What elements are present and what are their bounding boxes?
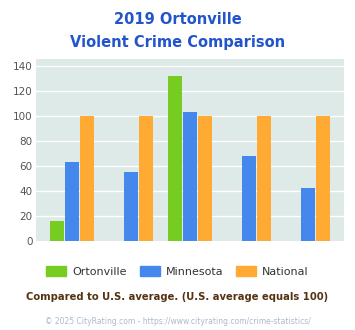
Bar [124,172,138,241]
Bar [257,116,271,241]
Bar [168,76,182,241]
Bar [316,116,330,241]
Bar [50,221,64,241]
Bar [242,156,256,241]
Bar [80,116,94,241]
Text: 2019 Ortonville: 2019 Ortonville [114,12,241,26]
Text: Violent Crime Comparison: Violent Crime Comparison [70,35,285,50]
Bar [301,188,315,241]
Text: © 2025 CityRating.com - https://www.cityrating.com/crime-statistics/: © 2025 CityRating.com - https://www.city… [45,317,310,326]
Legend: Ortonville, Minnesota, National: Ortonville, Minnesota, National [42,261,313,281]
Bar [198,116,212,241]
Bar [65,162,79,241]
Bar [139,116,153,241]
Bar [183,112,197,241]
Text: Compared to U.S. average. (U.S. average equals 100): Compared to U.S. average. (U.S. average … [26,292,329,302]
